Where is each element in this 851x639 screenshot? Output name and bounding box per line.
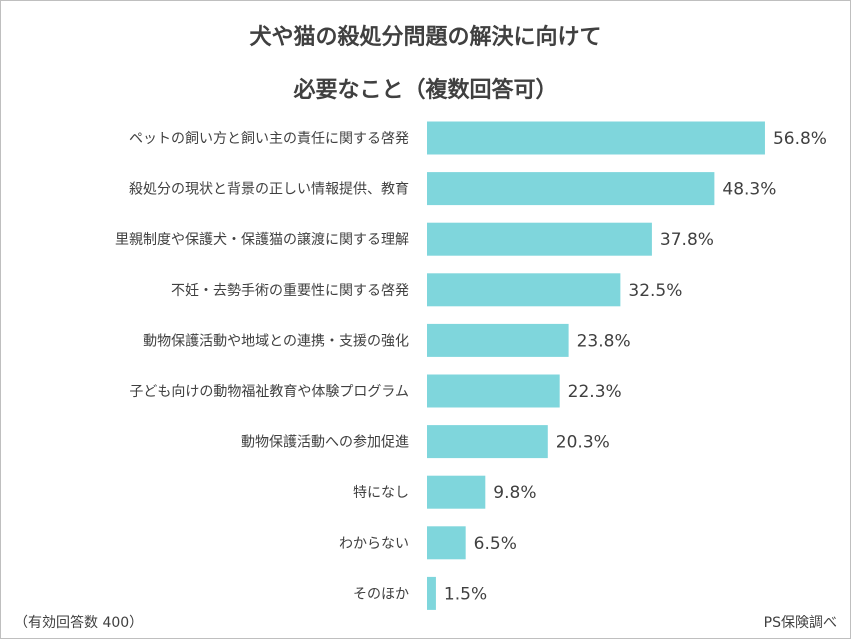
category-label: 動物保護活動への参加促進: [241, 434, 409, 451]
category-label: 動物保護活動や地域との連携・支援の強化: [143, 333, 409, 349]
value-label: 37.8%: [660, 230, 714, 250]
bar: [427, 475, 486, 509]
category-label: わからない: [339, 536, 409, 552]
value-label: 48.3%: [722, 180, 776, 200]
source-credit: PS保険調べ: [763, 615, 837, 631]
bar: [427, 222, 652, 256]
bar: [427, 526, 466, 560]
category-label: 特になし: [353, 485, 409, 501]
bar: [427, 172, 715, 206]
category-label: 里親制度や保護犬・保護猫の譲渡に関する理解: [115, 232, 409, 248]
value-label: 22.3%: [568, 382, 622, 402]
bar: [427, 374, 560, 408]
value-label: 9.8%: [493, 483, 536, 503]
category-label: 不妊・去勢手術の重要性に関する啓発: [171, 283, 409, 299]
value-label: 1.5%: [444, 584, 487, 604]
sample-size-note: （有効回答数 400）: [14, 615, 144, 631]
value-label: 32.5%: [628, 281, 682, 301]
value-label: 6.5%: [474, 534, 517, 554]
bar: [427, 576, 436, 610]
value-label: 23.8%: [577, 331, 631, 351]
chart-title-line-2: 必要なこと（複数回答可）: [293, 78, 558, 103]
category-label: 殺処分の現状と背景の正しい情報提供、教育: [129, 182, 409, 198]
category-label: ペットの飼い方と飼い主の責任に関する啓発: [129, 131, 409, 147]
value-label: 56.8%: [773, 129, 827, 149]
bar: [427, 273, 621, 307]
chart-title-line-1: 犬や猫の殺処分問題の解決に向けて: [249, 25, 602, 50]
bar: [427, 425, 548, 459]
value-label: 20.3%: [556, 433, 610, 453]
category-label: 子ども向けの動物福祉教育や体験プログラム: [129, 384, 409, 400]
category-label: そのほか: [353, 586, 409, 602]
bar: [427, 323, 569, 357]
bar: [427, 121, 765, 155]
